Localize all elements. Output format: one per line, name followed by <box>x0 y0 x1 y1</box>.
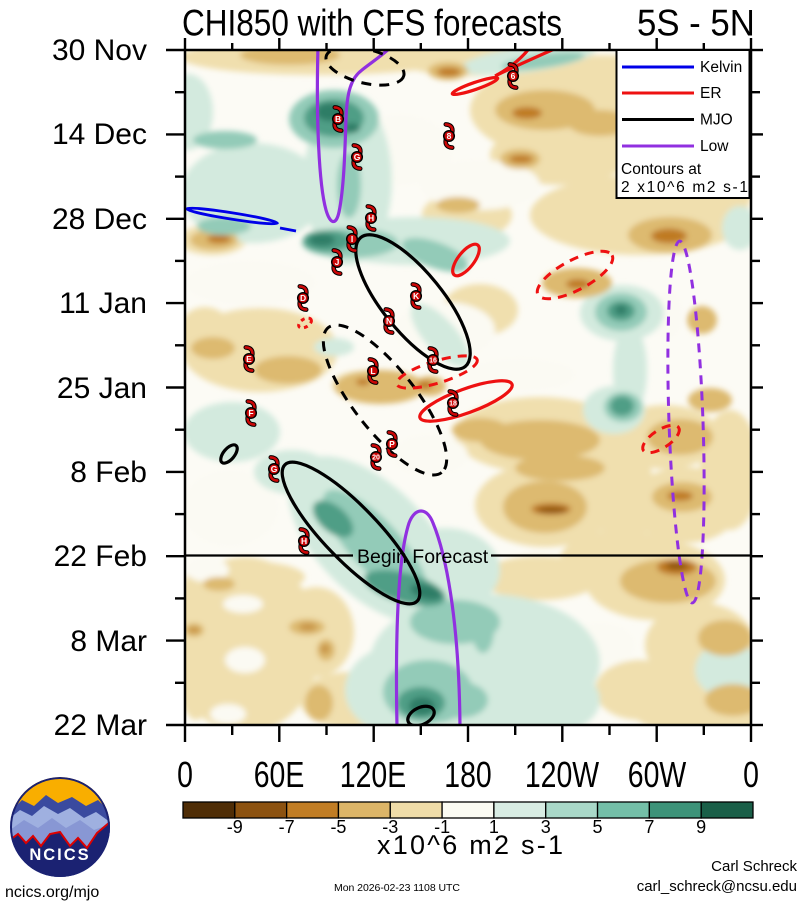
svg-text:120E: 120E <box>340 755 406 795</box>
svg-text:H: H <box>368 213 374 223</box>
svg-text:H: H <box>301 536 307 546</box>
svg-text:G: G <box>354 152 361 162</box>
svg-text:Begin Forecast: Begin Forecast <box>357 546 489 568</box>
svg-text:60E: 60E <box>254 755 305 795</box>
svg-text:28 Dec: 28 Dec <box>52 203 147 236</box>
svg-text:-9: -9 <box>227 817 243 837</box>
svg-text:-3: -3 <box>382 817 398 837</box>
svg-text:L: L <box>370 366 375 376</box>
svg-text:-1: -1 <box>434 817 450 837</box>
svg-text:D: D <box>300 293 306 303</box>
svg-text:NCICS: NCICS <box>29 846 90 864</box>
svg-text:Mon 2026-02-23 1108 UTC: Mon 2026-02-23 1108 UTC <box>334 882 460 894</box>
svg-text:F: F <box>248 408 253 418</box>
svg-text:120W: 120W <box>525 755 600 795</box>
svg-text:30 Nov: 30 Nov <box>52 34 147 67</box>
svg-text:x10^6 m2 s-1: x10^6 m2 s-1 <box>377 830 563 860</box>
svg-text:6: 6 <box>511 71 516 81</box>
svg-text:J: J <box>335 257 340 267</box>
svg-text:0: 0 <box>177 755 193 795</box>
svg-text:Carl Schreck: Carl Schreck <box>711 858 797 875</box>
svg-text:K: K <box>413 291 420 301</box>
svg-text:8 Mar: 8 Mar <box>70 625 147 658</box>
svg-text:5S - 5N: 5S - 5N <box>637 3 755 44</box>
svg-text:3: 3 <box>541 817 551 837</box>
svg-text:22 Feb: 22 Feb <box>54 540 147 573</box>
svg-text:5: 5 <box>593 817 603 837</box>
svg-text:-7: -7 <box>279 817 295 837</box>
svg-text:8: 8 <box>447 131 452 141</box>
svg-text:20: 20 <box>372 455 380 462</box>
svg-text:ncics.org/mjo: ncics.org/mjo <box>5 884 99 901</box>
svg-text:9: 9 <box>696 817 706 837</box>
svg-text:G: G <box>271 464 278 474</box>
svg-text:ER: ER <box>700 85 722 102</box>
svg-text:180: 180 <box>444 755 491 795</box>
svg-text:14 Dec: 14 Dec <box>52 118 147 151</box>
svg-text:I: I <box>351 234 353 244</box>
svg-text:N: N <box>386 316 392 326</box>
svg-text:CHI850 with CFS forecasts: CHI850 with CFS forecasts <box>182 3 562 44</box>
svg-text:MJO: MJO <box>700 112 733 129</box>
svg-text:Low: Low <box>700 138 729 155</box>
svg-text:25 Jan: 25 Jan <box>57 372 147 405</box>
svg-text:60W: 60W <box>628 755 687 795</box>
svg-text:Kelvin: Kelvin <box>700 59 742 76</box>
svg-text:P: P <box>389 439 395 449</box>
svg-text:16: 16 <box>429 358 437 365</box>
svg-text:carl_schreck@ncsu.edu: carl_schreck@ncsu.edu <box>637 878 797 895</box>
svg-text:0: 0 <box>743 755 759 795</box>
svg-text:Contours at: Contours at <box>621 161 702 178</box>
svg-text:8 Feb: 8 Feb <box>70 456 147 489</box>
svg-text:2 x10^6 m2 s-1: 2 x10^6 m2 s-1 <box>621 179 748 196</box>
svg-text:22 Mar: 22 Mar <box>54 709 147 742</box>
svg-text:B: B <box>335 114 341 124</box>
svg-text:11 Jan: 11 Jan <box>59 287 147 320</box>
svg-text:18: 18 <box>449 401 457 408</box>
svg-text:1: 1 <box>489 817 499 837</box>
svg-text:7: 7 <box>644 817 654 837</box>
svg-text:-5: -5 <box>330 817 346 837</box>
svg-text:E: E <box>246 354 252 364</box>
